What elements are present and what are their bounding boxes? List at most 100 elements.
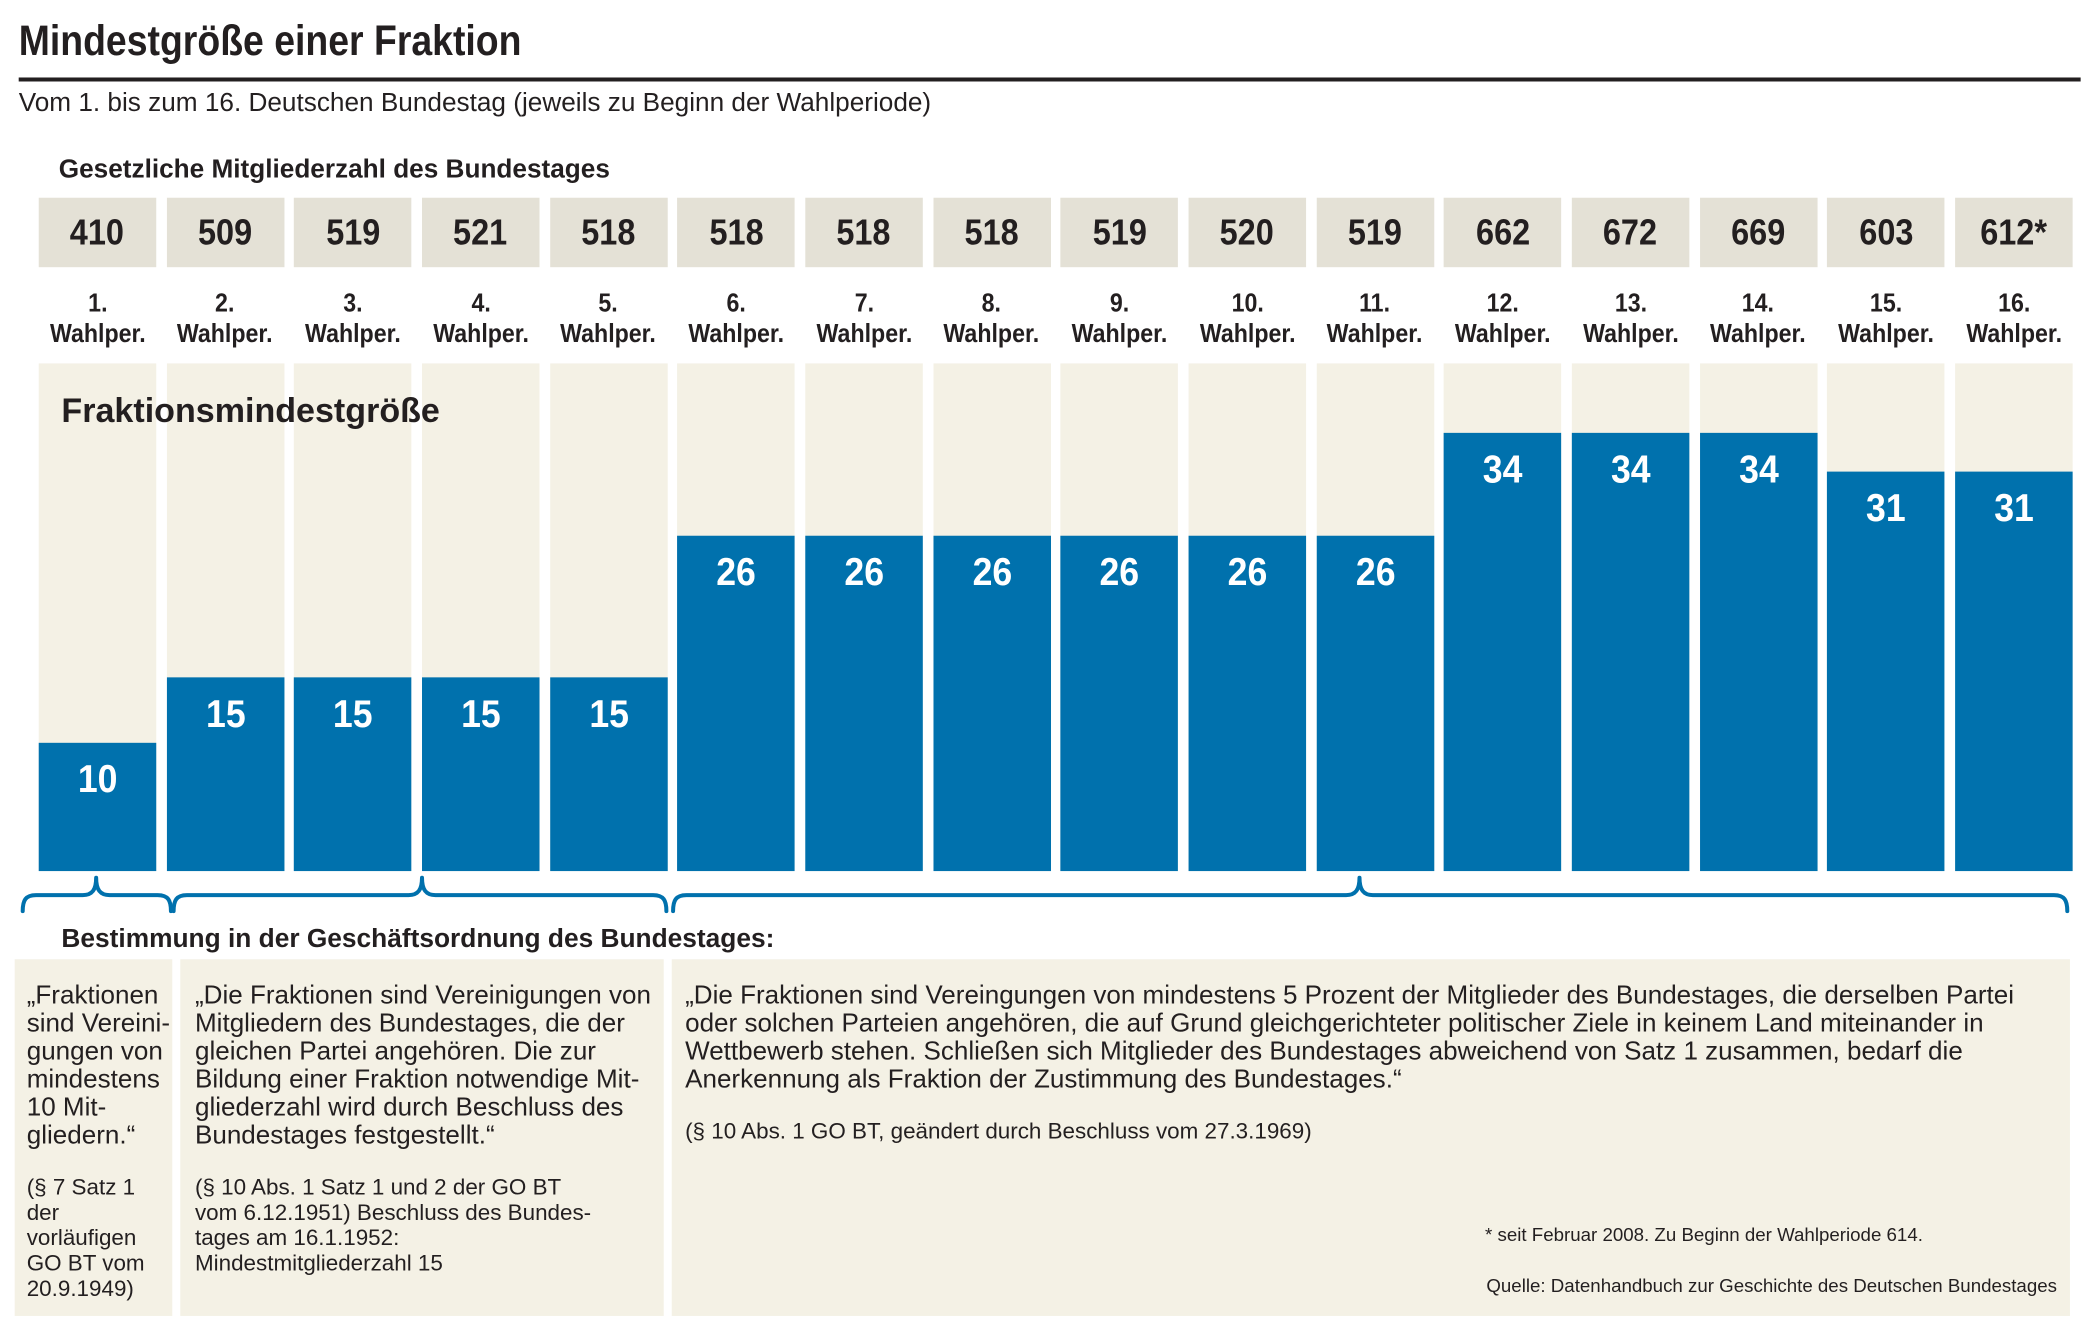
rule-citation-line: (§ 7 Satz 1: [26, 1173, 136, 1200]
member-count-cell: 509: [166, 197, 284, 268]
member-count-value: 669: [1731, 212, 1786, 253]
rule-citation: (§ 10 Abs. 1 GO BT, geändert durch Besch…: [685, 1118, 2070, 1143]
bar-value-label: 26: [1316, 552, 1434, 595]
member-count-value: 521: [453, 212, 508, 253]
bar-value-text: 26: [1355, 552, 1395, 595]
period-label: 7. Wahlper.: [816, 288, 912, 349]
member-count-cell: 520: [1188, 197, 1307, 268]
period-label-cell: 15. Wahlper.: [1827, 289, 1945, 352]
period-label-cell: 14. Wahlper.: [1700, 289, 1818, 352]
member-count-value: 519: [1092, 212, 1147, 253]
period-label-cell: 13. Wahlper.: [1572, 289, 1690, 352]
rule-quote-line: oder solchen Parteien angehören, die auf…: [685, 1008, 1984, 1038]
rule-quote: „Fraktionen sind Vereini-gungen von mindes…: [27, 981, 173, 1149]
member-count-cell: 669: [1699, 197, 1818, 268]
member-count-cell: 518: [933, 197, 1051, 268]
chart-subtitle: Vom 1. bis zum 16. Deutschen Bundestag (…: [18, 88, 932, 118]
bar-value-text: 31: [1866, 487, 1906, 531]
bar-value-label: 26: [1189, 554, 1307, 593]
period-label-row: 1. Wahlper. 2. Wahlper. 3. Wahlper. 4. Wahl…: [0, 289, 2094, 352]
member-count-value: 518: [836, 212, 892, 253]
rule-quote-line: Wettbewerb stehen. Schließen sich Mitgli…: [685, 1036, 1963, 1066]
bar-value-label: 26: [1061, 552, 1179, 595]
bar: 31: [1955, 471, 2073, 872]
bar-value-text: 31: [1994, 487, 2034, 531]
period-label-cell: 2. Wahlper.: [166, 289, 284, 352]
rule-quote-line: „Die Fraktionen sind Vereingungen von mi…: [685, 979, 2014, 1010]
bar: 26: [805, 536, 923, 872]
chart-title: Mindestgröße einer Fraktion: [18, 16, 522, 65]
rule-quote-line: mindestens: [26, 1064, 160, 1094]
bar-value-label: 10: [39, 760, 157, 799]
bar-value-label: 15: [294, 696, 412, 735]
brace-periods-2-5: [171, 875, 669, 914]
period-label-cell: 3. Wahlper.: [294, 289, 412, 352]
member-count-cell: 519: [294, 197, 412, 268]
bar-value-text: 26: [1099, 552, 1140, 595]
period-label: 9. Wahlper.: [1071, 288, 1168, 349]
member-count-cell: 410: [38, 197, 157, 268]
rule-quote: „Die Fraktionen sind Vereingungen von mi…: [685, 981, 2070, 1093]
member-count-value: 518: [964, 212, 1019, 253]
bar-value-label: 15: [550, 693, 668, 737]
period-label: 2. Wahlper.: [177, 288, 274, 349]
period-label: 8. Wahlper.: [943, 288, 1040, 349]
brace-periods-6-16: [671, 875, 2070, 914]
brace-period-1: [20, 875, 173, 914]
member-count-value: 509: [198, 212, 253, 253]
member-count-cell: 612*: [1955, 197, 2073, 268]
member-count-value: 612*: [1980, 212, 2048, 253]
rule-quote-line: Bildung einer Fraktion notwendige Mit-: [194, 1064, 640, 1094]
member-count-value: 519: [1347, 212, 1403, 253]
bar: 26: [933, 536, 1051, 872]
bar: 15: [549, 677, 668, 872]
rule-quote-line: gungen von: [26, 1036, 163, 1066]
rule-citation: (§ 10 Abs. 1 Satz 1 und 2 der GO BT vom 6…: [195, 1174, 664, 1276]
period-label-cell: 5. Wahlper.: [550, 289, 668, 352]
period-label-cell: 16. Wahlper.: [1955, 289, 2073, 352]
bar-plot-area: 10 15 15 15 15 26 26 26 26 26 26 34 34 34 31 31: [0, 363, 2094, 872]
period-label-cell: 1. Wahlper.: [39, 289, 157, 352]
period-label: 14. Wahlper.: [1710, 288, 1807, 349]
member-count-value: 519: [325, 212, 381, 253]
rule-quote-line: Mitgliedern des Bundestages, die der: [194, 1008, 625, 1038]
bar-value-label: 26: [678, 554, 796, 593]
rule-citation-line: der: [26, 1199, 60, 1225]
source-note: Quelle: Datenhandbuch zur Geschichte des…: [1486, 1274, 2057, 1296]
footnote: * seit Februar 2008. Zu Beginn der Wahlp…: [1485, 1223, 1923, 1246]
bar-value-label: 34: [1700, 451, 1818, 490]
rule-quote-line: Anerkennung als Fraktion der Zustimmung …: [685, 1064, 1402, 1094]
member-count-value: 410: [70, 212, 125, 253]
rule-box: „Die Fraktionen sind Vereingungen von mi…: [671, 959, 2070, 1316]
bar-value-label: 26: [933, 554, 1051, 593]
period-label: 6. Wahlper.: [688, 288, 785, 349]
rule-quote-line: „Die Fraktionen sind Vereinigungen von: [194, 979, 651, 1010]
rule-citation-line: vom 6.12.1951) Beschluss des Bundes-: [194, 1199, 592, 1225]
period-label-cell: 9. Wahlper.: [1061, 289, 1179, 352]
bar-value-label: 26: [805, 554, 923, 593]
bar-value-label: 15: [422, 696, 540, 735]
rule-quote-line: gliederzahl wird durch Beschluss des: [194, 1092, 624, 1122]
member-count-cell: 662: [1444, 197, 1562, 268]
period-label: 13. Wahlper.: [1582, 288, 1679, 349]
bar: 31: [1827, 471, 1945, 872]
rule-citation-line: (§ 10 Abs. 1 Satz 1 und 2 der GO BT: [194, 1173, 562, 1200]
bar: 26: [1060, 536, 1179, 872]
member-count-value: 518: [709, 212, 764, 253]
rule-citation-line: GO BT vom: [26, 1249, 145, 1276]
member-count-value: 520: [1220, 212, 1275, 253]
bar: 26: [677, 536, 796, 872]
period-label: 3. Wahlper.: [305, 288, 401, 349]
bar: 15: [294, 677, 412, 872]
bar: 10: [38, 742, 157, 872]
bar: 15: [166, 677, 284, 872]
period-label: 1. Wahlper.: [49, 288, 146, 349]
member-count-cell: 519: [1316, 197, 1434, 268]
member-count-cell: 672: [1571, 197, 1690, 268]
member-count-cell: 603: [1827, 197, 1945, 268]
bar: 34: [1444, 432, 1562, 872]
bar-value-text: 15: [588, 693, 629, 737]
period-label: 10. Wahlper.: [1199, 288, 1296, 349]
period-label-cell: 11. Wahlper.: [1316, 289, 1434, 352]
